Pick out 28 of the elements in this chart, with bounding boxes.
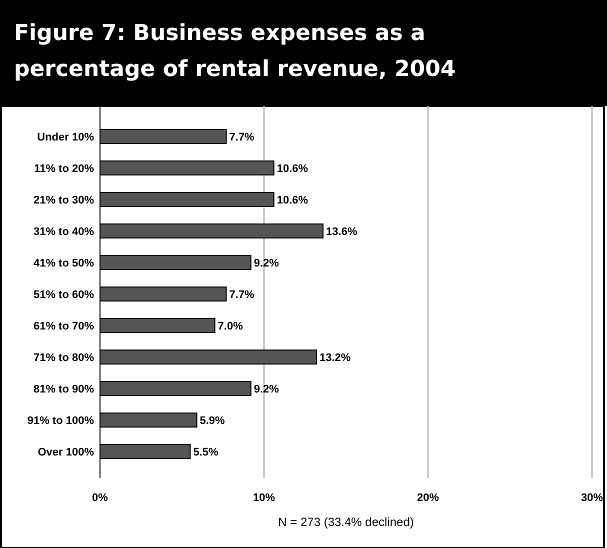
x-tick-label: 20% <box>416 492 440 504</box>
data-label: 13.6% <box>326 226 358 238</box>
y-tick-label: 31% to 40% <box>33 226 94 238</box>
data-label: 10.6% <box>276 162 308 175</box>
y-tick-label: 81% to 90% <box>33 383 94 396</box>
data-label: 5.9% <box>200 414 226 427</box>
y-tick-label: 91% to 100% <box>27 414 94 427</box>
y-tick-label: 61% to 70% <box>33 320 94 332</box>
data-label: 10.6% <box>276 194 308 206</box>
x-tick-label: 30% <box>580 492 604 504</box>
x-axis-title: N = 273 (33.4% declined) <box>278 515 414 529</box>
y-tick-label: 51% to 60% <box>33 288 94 301</box>
x-tick-label: 0% <box>92 492 108 504</box>
chart-title: Figure 7: Business expenses as a percentage of rental revenue, 2004 <box>14 21 456 82</box>
y-tick-label: 11% to 20% <box>34 162 94 175</box>
data-label: 5.5% <box>193 446 218 458</box>
y-tick-label: Over 100% <box>38 446 94 458</box>
y-tick-label: 71% to 80% <box>33 352 94 364</box>
data-label: 7.7% <box>229 288 255 301</box>
data-label: 9.2% <box>254 257 280 270</box>
data-label: 9.2% <box>254 383 280 396</box>
data-label: 7.0% <box>218 320 244 332</box>
y-tick-label: Under 10% <box>37 131 94 144</box>
data-label: 13.2% <box>319 352 351 364</box>
y-tick-label: 21% to 30% <box>33 194 94 206</box>
y-tick-label: 41% to 50% <box>33 257 94 270</box>
x-tick-label: 10% <box>252 492 276 504</box>
data-label: 7.7% <box>229 131 255 144</box>
